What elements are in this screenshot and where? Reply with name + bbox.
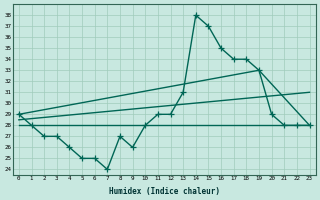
X-axis label: Humidex (Indice chaleur): Humidex (Indice chaleur) <box>109 187 220 196</box>
